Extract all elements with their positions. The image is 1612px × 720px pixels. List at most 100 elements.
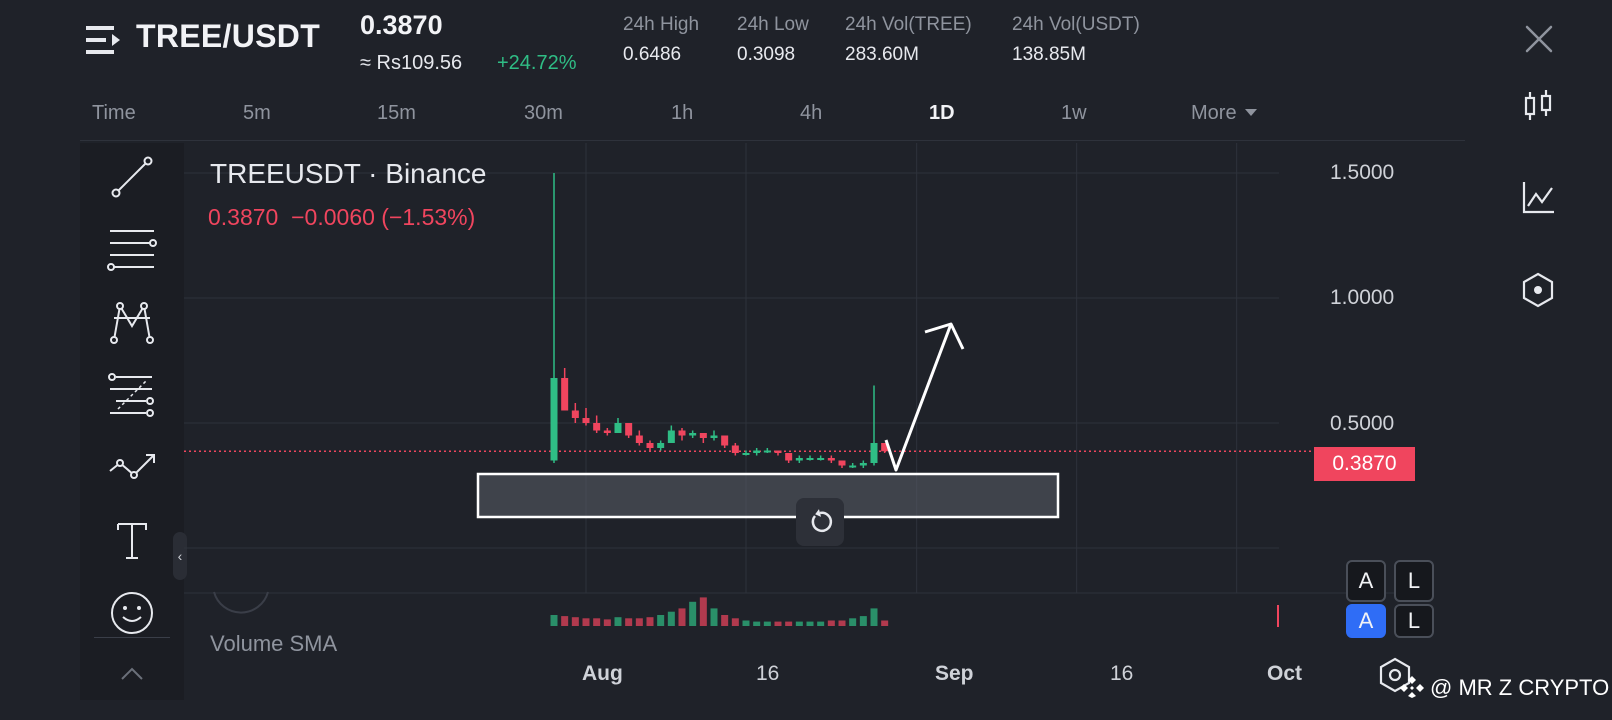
candle-body — [614, 423, 622, 433]
volume-bar — [785, 621, 793, 626]
candle-body — [603, 430, 611, 433]
candle-body — [699, 433, 707, 438]
price-chart[interactable] — [184, 143, 1414, 663]
toolbar-collapse-button[interactable]: ‹ — [173, 532, 187, 580]
candle-body — [795, 458, 803, 461]
candle-body — [646, 443, 654, 448]
price-tick-0.5: 0.5000 — [1330, 412, 1395, 435]
fiat-price: ≈ Rs109.56 — [360, 52, 463, 74]
indicators-icon[interactable] — [1518, 178, 1558, 218]
tab-more[interactable]: More — [1191, 102, 1257, 125]
chart-legend-ohlc: 0.3870 −0.0060 (−1.53%) — [208, 204, 476, 230]
tab-divider — [80, 140, 1465, 141]
candlestick-icon[interactable] — [1518, 86, 1558, 126]
support-zone-rectangle — [476, 472, 1060, 519]
volume-bar — [625, 618, 633, 626]
pair-title[interactable]: TREE/USDT — [136, 18, 321, 54]
candle-body — [625, 423, 633, 436]
trend-line-tool[interactable] — [80, 149, 184, 205]
volume-edge-marker — [1277, 605, 1279, 627]
tab-1w[interactable]: 1w — [1061, 102, 1087, 124]
date-tick-aug-16: 16 — [756, 662, 780, 685]
fibonacci-icon — [108, 373, 154, 417]
reset-chart-button[interactable] — [796, 498, 844, 546]
text-tool[interactable] — [80, 512, 184, 568]
tab-1h[interactable]: 1h — [671, 102, 694, 124]
price-tick-1.0: 1.0000 — [1330, 286, 1395, 309]
close-icon[interactable] — [1524, 24, 1554, 54]
stat-label-24h-high: 24h High — [623, 14, 700, 35]
date-tick-sep: Sep — [935, 662, 974, 685]
volume-bar — [721, 615, 729, 626]
candle-body — [550, 378, 558, 461]
log-scale-button[interactable]: L — [1394, 560, 1434, 602]
watermark: @ MR Z CRYPTO — [1400, 675, 1609, 701]
candle-body — [870, 443, 878, 463]
price-tick-1.5: 1.5000 — [1330, 161, 1395, 184]
volume-bar — [838, 620, 846, 626]
eraser-icon[interactable] — [116, 663, 148, 683]
candle-body — [838, 460, 846, 466]
volume-bar — [763, 621, 771, 626]
volume-bar — [774, 621, 782, 626]
candle-body — [571, 410, 579, 418]
volume-bar — [614, 617, 622, 626]
tab-more-label: More — [1191, 102, 1237, 124]
volume-bar — [657, 615, 665, 626]
candle-body — [763, 450, 771, 453]
settings-hex-icon[interactable] — [1518, 270, 1558, 310]
volume-bar — [593, 618, 601, 626]
tab-30m[interactable]: 30m — [524, 102, 563, 124]
tab-1d[interactable]: 1D — [929, 102, 955, 124]
volume-bar — [582, 618, 590, 626]
log-scale-button-volume[interactable]: L — [1394, 604, 1434, 638]
caret-down-icon — [1244, 109, 1257, 116]
volume-bar — [859, 616, 867, 626]
volume-bar — [561, 616, 569, 626]
emoji-icon — [111, 592, 153, 634]
emoji-tool[interactable] — [80, 585, 184, 641]
binance-logo-icon — [1400, 676, 1424, 698]
candle-body — [806, 458, 814, 460]
watermark-text: @ MR Z CRYPTO — [1430, 675, 1610, 700]
tab-time[interactable]: Time — [92, 102, 136, 124]
auto-scale-button[interactable]: A — [1346, 560, 1386, 602]
candle-body — [667, 430, 675, 443]
volume-bar — [817, 621, 825, 626]
candle-body — [721, 435, 729, 446]
projection-arrow-line — [884, 323, 953, 472]
candle-body — [561, 378, 569, 411]
volume-bar — [667, 611, 675, 626]
last-price: 0.3870 — [360, 10, 443, 40]
reset-icon — [811, 509, 833, 532]
volume-bar — [795, 621, 803, 626]
candle-body — [753, 450, 761, 453]
candle-body — [849, 465, 857, 468]
volume-bar — [881, 620, 889, 626]
drawing-toolbar — [80, 143, 184, 700]
candle-body — [859, 463, 867, 466]
candle-body — [774, 450, 782, 453]
candle-body — [635, 435, 643, 443]
tab-4h[interactable]: 4h — [800, 102, 823, 124]
volume-bar — [646, 617, 654, 626]
candle-body — [827, 458, 835, 461]
date-tick-sep-16: 16 — [1110, 662, 1134, 685]
volume-bar — [571, 617, 579, 626]
tab-15m[interactable]: 15m — [377, 102, 416, 124]
projection-arrow-head — [924, 322, 965, 350]
volume-bar — [870, 608, 878, 626]
projection-tool[interactable] — [80, 439, 184, 495]
menu-icon[interactable] — [86, 24, 122, 56]
fibonacci-tool[interactable] — [80, 367, 184, 423]
chart-settings-icon[interactable] — [1376, 656, 1414, 694]
candle-body — [710, 435, 718, 438]
auto-scale-button-volume[interactable]: A — [1346, 604, 1386, 638]
tab-5m[interactable]: 5m — [243, 102, 271, 124]
horizontal-lines-tool[interactable] — [80, 221, 184, 277]
pattern-tool[interactable] — [80, 294, 184, 350]
volume-bar — [849, 618, 857, 626]
stat-label-24h-vol-tree: 24h Vol(TREE) — [845, 14, 972, 35]
candle-body — [731, 445, 739, 453]
volume-bar — [753, 621, 761, 626]
